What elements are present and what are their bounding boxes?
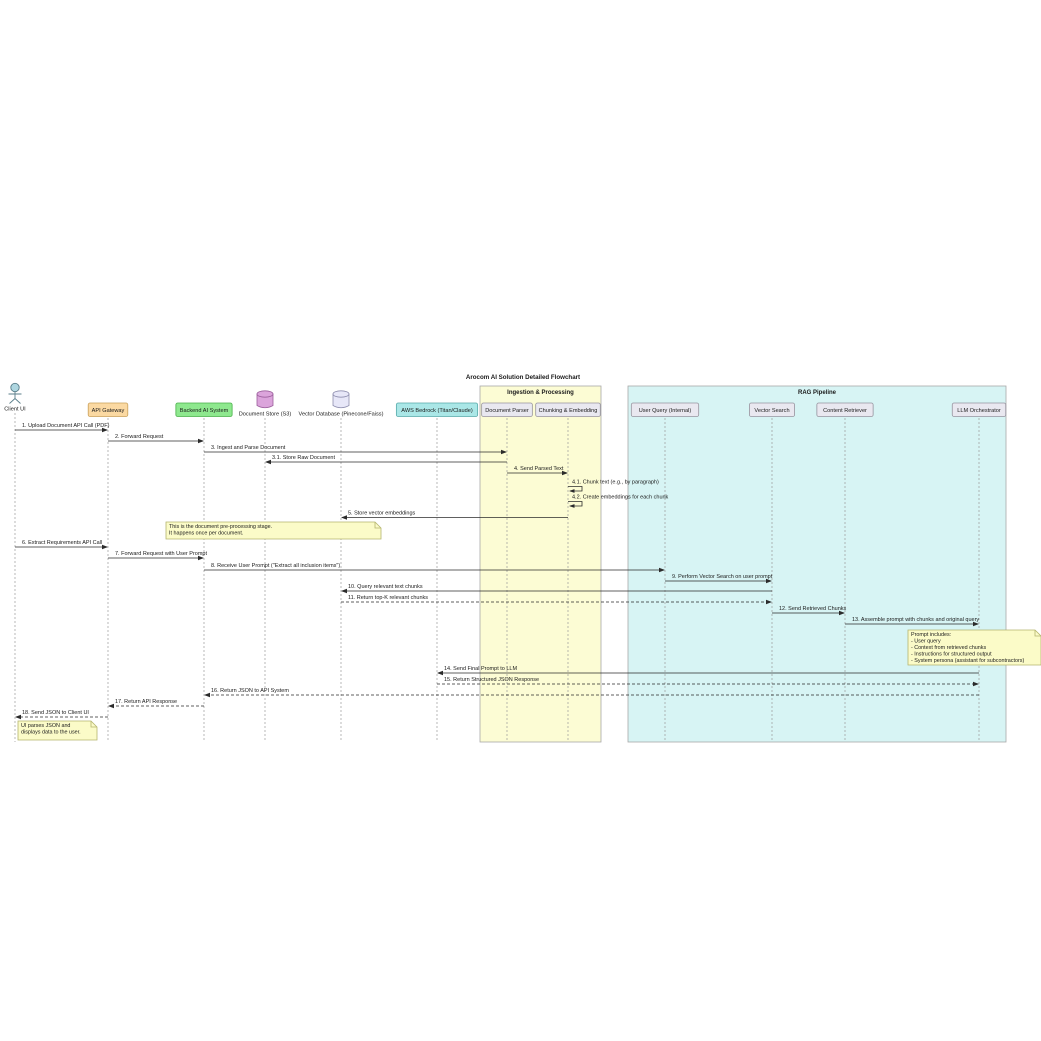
message-7-label: 4.2. Create embeddings for each chunk	[572, 495, 669, 501]
message-6-label: 4.1. Chunk text (e.g., by paragraph)	[572, 480, 659, 486]
note-preprocessing	[165, 521, 382, 540]
note-prompt	[907, 629, 1041, 666]
participant-label-parser: Document Parser	[485, 408, 529, 414]
message-9-label: 6. Extract Requirements API Call	[22, 540, 102, 546]
participant-uquery	[630, 402, 700, 417]
diagram-layers: Ingestion & Processing RAG Pipeline Client…	[4, 382, 1041, 743]
message-3-arrowhead	[501, 449, 507, 455]
message-1-label: 1. Upload Document API Call (PDF)	[22, 423, 110, 429]
note-ui	[17, 720, 98, 741]
message-6-arrowhead	[569, 489, 575, 493]
message-3-label: 3. Ingest and Parse Document	[211, 445, 286, 451]
message-7-line	[568, 501, 583, 507]
database-icon-vectordb	[332, 393, 350, 409]
message-13-label: 10. Query relevant text chunks	[348, 584, 423, 590]
message-20-label: 17. Return API Response	[115, 699, 177, 705]
participant-label-api: API Gateway	[92, 408, 125, 414]
participant-parser	[481, 402, 533, 417]
message-16-arrowhead	[973, 621, 979, 627]
participant-retriever	[816, 402, 874, 417]
message-6-line	[568, 486, 583, 492]
participant-chunk	[535, 402, 601, 417]
participant-label-vectordb: Vector Database (Pinecone/Faiss)	[299, 412, 384, 418]
message-20-arrowhead	[108, 703, 114, 709]
database-icon-top-docstore	[256, 390, 274, 398]
message-11-label: 8. Receive User Prompt ("Extract all inc…	[211, 563, 340, 569]
note-prompt-text-line: - System persona (assistant for subcontr…	[911, 658, 1024, 664]
message-2-label: 2. Forward Request	[115, 434, 164, 440]
message-2-arrowhead	[198, 438, 204, 444]
message-4-arrowhead	[265, 459, 271, 465]
participant-bedrock	[395, 402, 479, 417]
message-16-label: 13. Assemble prompt with chunks and orig…	[852, 617, 979, 623]
group-label-ingestion: Ingestion & Processing	[507, 390, 574, 396]
participant-label-chunk: Chunking & Embedding	[539, 408, 598, 414]
note-prompt-text-line: - User query	[911, 639, 941, 645]
participant-label-bedrock: AWS Bedrock (Titan/Claude)	[401, 408, 473, 414]
note-prompt-text-line: Prompt includes:	[911, 632, 951, 638]
message-14-arrowhead	[766, 599, 772, 605]
message-8-label: 5. Store vector embeddings	[348, 511, 416, 517]
message-9-arrowhead	[102, 544, 108, 550]
message-14-label: 11. Return top-K relevant chunks	[348, 595, 428, 601]
participant-label-uquery: User Query (Internal)	[639, 408, 692, 414]
group-ingestion	[479, 385, 602, 743]
participant-llm	[951, 402, 1007, 417]
note-ui-text-line: displays data to the user.	[21, 730, 81, 736]
note-prompt-fold	[1034, 630, 1041, 637]
message-12-arrowhead	[766, 578, 772, 584]
message-5-arrowhead	[562, 470, 568, 476]
message-7-arrowhead	[569, 504, 575, 508]
database-icon-docstore	[256, 393, 274, 409]
participant-label-retriever: Content Retriever	[823, 408, 867, 414]
note-preprocessing-text-line: This is the document pre-processing stag…	[169, 524, 272, 530]
participant-label-docstore: Document Store (S3)	[239, 412, 292, 418]
message-19-label: 16. Return JSON to API System	[211, 688, 289, 694]
message-8-arrowhead	[341, 515, 347, 520]
message-17-label: 14. Send Final Prompt to LLM	[444, 666, 517, 672]
note-prompt-text-line: - Instructions for structured output	[911, 651, 992, 657]
note-ui-text-line: UI parses JSON and	[21, 723, 70, 729]
database-icon-top-vectordb	[332, 390, 350, 398]
note-prompt-text-line: - Context from retrieved chunks	[911, 645, 987, 651]
message-13-arrowhead	[341, 588, 347, 594]
participant-label-client: Client UI	[4, 407, 26, 413]
message-4-label: 3.1. Store Raw Document	[272, 455, 335, 461]
message-10-arrowhead	[198, 555, 204, 561]
message-21-arrowhead	[15, 714, 21, 720]
message-10-label: 7. Forward Request with User Prompt	[115, 551, 207, 557]
diagram-title: Arocom AI Solution Detailed Flowchart	[466, 374, 580, 381]
actor-icon-body-client	[8, 391, 22, 404]
note-preprocessing-fold	[374, 522, 381, 529]
participant-label-vsearch: Vector Search	[754, 408, 789, 414]
actor-icon-head-client	[10, 382, 20, 393]
participant-api	[87, 402, 129, 417]
message-18-label: 15. Return Structured JSON Response	[444, 677, 539, 683]
message-11-arrowhead	[659, 567, 665, 573]
note-preprocessing-text-line: It happens once per document.	[169, 531, 243, 537]
message-5-label: 4. Send Parsed Text	[514, 466, 564, 472]
participant-backend	[175, 402, 233, 417]
message-21-label: 18. Send JSON to Client UI	[22, 710, 89, 716]
participant-label-backend: Backend AI System	[180, 408, 229, 414]
message-17-arrowhead	[437, 670, 443, 676]
participant-vsearch	[749, 402, 795, 417]
message-18-arrowhead	[973, 681, 979, 687]
message-15-label: 12. Send Retrieved Chunks	[779, 606, 847, 612]
participant-label-llm: LLM Orchestrator	[957, 408, 1001, 414]
group-rag	[627, 385, 1007, 743]
message-12-label: 9. Perform Vector Search on user prompt	[672, 574, 773, 580]
message-19-arrowhead	[204, 692, 210, 698]
message-1-arrowhead	[102, 427, 108, 433]
note-ui-fold	[90, 721, 97, 728]
group-label-rag: RAG Pipeline	[798, 390, 837, 396]
message-15-arrowhead	[839, 610, 845, 616]
